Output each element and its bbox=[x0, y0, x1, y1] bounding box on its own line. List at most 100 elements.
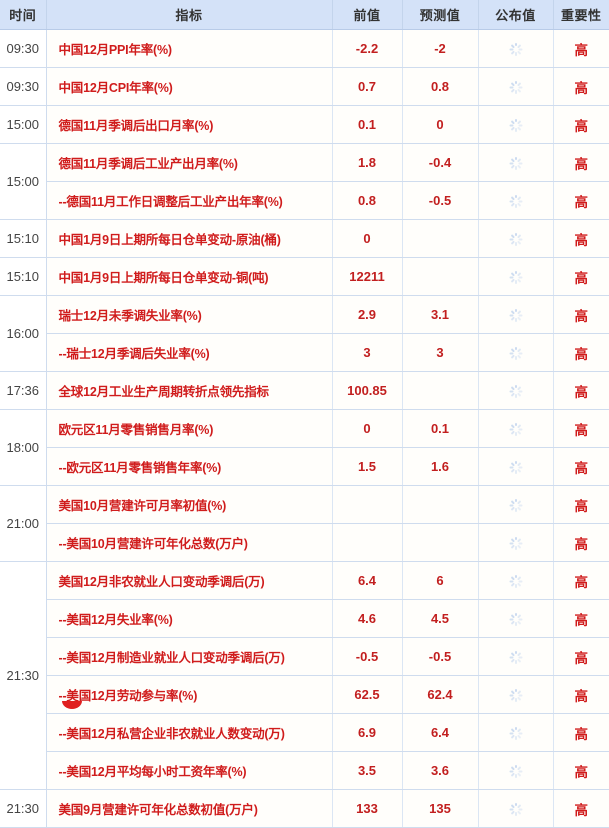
table-row[interactable]: --美国12月失业率(%) 4.6 4.5 高 bbox=[0, 599, 609, 638]
cell-importance: 高 bbox=[553, 523, 609, 562]
loading-spinner-icon bbox=[509, 726, 522, 740]
cell-importance: 高 bbox=[553, 599, 609, 638]
cell-previous: 62.5 bbox=[332, 675, 403, 714]
cell-indicator[interactable]: 美国12月非农就业人口变动季调后(万) bbox=[46, 561, 333, 600]
cell-actual bbox=[478, 523, 554, 562]
cell-forecast: 6.4 bbox=[402, 713, 479, 752]
cell-previous: 3 bbox=[332, 333, 403, 372]
cell-actual bbox=[478, 67, 554, 106]
table-row[interactable]: --美国12月私营企业非农就业人数变动(万) 6.9 6.4 高 bbox=[0, 713, 609, 752]
cell-previous: 0.8 bbox=[332, 181, 403, 220]
cell-indicator[interactable]: 欧元区11月零售销售月率(%) bbox=[46, 409, 333, 448]
cell-indicator[interactable]: --美国12月平均每小时工资年率(%) bbox=[46, 751, 333, 790]
cell-indicator[interactable]: --美国12月制造业就业人口变动季调后(万) bbox=[46, 637, 333, 676]
cell-indicator[interactable]: 德国11月季调后出口月率(%) bbox=[46, 105, 333, 144]
table-row[interactable]: 15:00 德国11月季调后出口月率(%) 0.1 0 高 bbox=[0, 105, 609, 144]
cell-indicator[interactable]: --瑞士12月季调后失业率(%) bbox=[46, 333, 333, 372]
cell-forecast: 6 bbox=[402, 561, 479, 600]
cell-importance: 高 bbox=[553, 143, 609, 182]
cell-previous: -0.5 bbox=[332, 637, 403, 676]
table-row[interactable]: 17:36 全球12月工业生产周期转折点领先指标 100.85 高 bbox=[0, 371, 609, 410]
table-row[interactable]: --德国11月工作日调整后工业产出年率(%) 0.8 -0.5 高 bbox=[0, 181, 609, 220]
table-row[interactable]: 15:10 中国1月9日上期所每日仓单变动-原油(桶) 0 高 bbox=[0, 219, 609, 258]
cell-actual bbox=[478, 713, 554, 752]
cell-indicator[interactable]: 中国1月9日上期所每日仓单变动-铜(吨) bbox=[46, 257, 333, 296]
cell-actual bbox=[478, 599, 554, 638]
cell-forecast bbox=[402, 371, 479, 410]
table-row[interactable]: --美国12月制造业就业人口变动季调后(万) -0.5 -0.5 高 bbox=[0, 637, 609, 676]
table-row[interactable]: 21:30 美国9月营建许可年化总数初值(万户) 133 135 高 bbox=[0, 789, 609, 828]
cell-forecast: -0.5 bbox=[402, 181, 479, 220]
cell-time: 15:00 bbox=[0, 105, 47, 144]
table-row[interactable]: 15:00 德国11月季调后工业产出月率(%) 1.8 -0.4 高 bbox=[0, 143, 609, 220]
cell-indicator[interactable]: --欧元区11月零售销售年率(%) bbox=[46, 447, 333, 486]
partial-row-marker-icon bbox=[62, 701, 82, 709]
column-header-time[interactable]: 时间 bbox=[0, 0, 47, 30]
cell-indicator[interactable]: --德国11月工作日调整后工业产出年率(%) bbox=[46, 181, 333, 220]
cell-actual bbox=[478, 675, 554, 714]
cell-indicator[interactable]: 中国12月PPI年率(%) bbox=[46, 29, 333, 68]
cell-importance: 高 bbox=[553, 105, 609, 144]
table-body: 09:30 中国12月PPI年率(%) -2.2 -2 高 09:30 中国12月CPI年率… bbox=[0, 29, 609, 828]
loading-spinner-icon bbox=[509, 688, 522, 702]
loading-spinner-icon bbox=[509, 422, 522, 436]
loading-spinner-icon bbox=[509, 384, 522, 398]
header-row: 时间 指标 前值 预测值 公布值 重要性 bbox=[0, 0, 609, 30]
table-row[interactable]: --欧元区11月零售销售年率(%) 1.5 1.6 高 bbox=[0, 447, 609, 486]
table-row[interactable]: 09:30 中国12月PPI年率(%) -2.2 -2 高 bbox=[0, 29, 609, 68]
column-header-importance[interactable]: 重要性 bbox=[553, 0, 609, 30]
cell-importance: 高 bbox=[553, 675, 609, 714]
cell-previous: 6.4 bbox=[332, 561, 403, 600]
cell-indicator[interactable]: 中国1月9日上期所每日仓单变动-原油(桶) bbox=[46, 219, 333, 258]
cell-time: 18:00 bbox=[0, 409, 47, 486]
cell-previous: 1.5 bbox=[332, 447, 403, 486]
cell-indicator[interactable]: --美国10月营建许可年化总数(万户) bbox=[46, 523, 333, 562]
cell-previous: 1.8 bbox=[332, 143, 403, 182]
loading-spinner-icon bbox=[509, 612, 522, 626]
table-row[interactable]: --美国10月营建许可年化总数(万户) 高 bbox=[0, 523, 609, 562]
table-row[interactable]: --美国12月平均每小时工资年率(%) 3.5 3.6 高 bbox=[0, 751, 609, 790]
cell-importance: 高 bbox=[553, 637, 609, 676]
cell-forecast bbox=[402, 485, 479, 524]
column-header-forecast[interactable]: 预测值 bbox=[402, 0, 479, 30]
loading-spinner-icon bbox=[509, 460, 522, 474]
table-row[interactable]: 16:00 瑞士12月未季调失业率(%) 2.9 3.1 高 bbox=[0, 295, 609, 372]
cell-indicator[interactable]: 中国12月CPI年率(%) bbox=[46, 67, 333, 106]
column-header-previous[interactable]: 前值 bbox=[332, 0, 403, 30]
column-header-actual[interactable]: 公布值 bbox=[478, 0, 554, 30]
cell-indicator[interactable]: 德国11月季调后工业产出月率(%) bbox=[46, 143, 333, 182]
cell-previous: -2.2 bbox=[332, 29, 403, 68]
cell-indicator[interactable]: 瑞士12月未季调失业率(%) bbox=[46, 295, 333, 334]
cell-indicator[interactable]: 全球12月工业生产周期转折点领先指标 bbox=[46, 371, 333, 410]
cell-time: 15:10 bbox=[0, 257, 47, 296]
cell-indicator[interactable]: 美国9月营建许可年化总数初值(万户) bbox=[46, 789, 333, 828]
table-row[interactable]: --美国12月劳动参与率(%) 62.5 62.4 高 bbox=[0, 675, 609, 714]
cell-forecast: 0.8 bbox=[402, 67, 479, 106]
loading-spinner-icon bbox=[509, 156, 522, 170]
loading-spinner-icon bbox=[509, 308, 522, 322]
table-row[interactable]: --瑞士12月季调后失业率(%) 3 3 高 bbox=[0, 333, 609, 372]
cell-forecast: 135 bbox=[402, 789, 479, 828]
cell-time: 21:30 bbox=[0, 789, 47, 828]
cell-forecast: -0.4 bbox=[402, 143, 479, 182]
cell-indicator[interactable]: --美国12月失业率(%) bbox=[46, 599, 333, 638]
loading-spinner-icon bbox=[509, 802, 522, 816]
cell-indicator[interactable]: 美国10月营建许可月率初值(%) bbox=[46, 485, 333, 524]
cell-time: 15:10 bbox=[0, 219, 47, 258]
cell-actual bbox=[478, 371, 554, 410]
table-row[interactable]: 21:00 美国10月营建许可月率初值(%) 高 bbox=[0, 485, 609, 562]
cell-forecast: 3 bbox=[402, 333, 479, 372]
cell-forecast: 0 bbox=[402, 105, 479, 144]
table-row[interactable]: 18:00 欧元区11月零售销售月率(%) 0 0.1 高 bbox=[0, 409, 609, 486]
column-header-indicator[interactable]: 指标 bbox=[46, 0, 333, 30]
table-row[interactable]: 09:30 中国12月CPI年率(%) 0.7 0.8 高 bbox=[0, 67, 609, 106]
cell-forecast: -0.5 bbox=[402, 637, 479, 676]
cell-indicator[interactable]: --美国12月劳动参与率(%) bbox=[46, 675, 333, 714]
loading-spinner-icon bbox=[509, 498, 522, 512]
cell-indicator[interactable]: --美国12月私营企业非农就业人数变动(万) bbox=[46, 713, 333, 752]
cell-actual bbox=[478, 29, 554, 68]
cell-time: 15:00 bbox=[0, 143, 47, 220]
table-row[interactable]: 15:10 中国1月9日上期所每日仓单变动-铜(吨) 12211 高 bbox=[0, 257, 609, 296]
cell-previous: 0 bbox=[332, 219, 403, 258]
table-row[interactable]: 21:30 美国12月非农就业人口变动季调后(万) 6.4 6 高 bbox=[0, 561, 609, 790]
